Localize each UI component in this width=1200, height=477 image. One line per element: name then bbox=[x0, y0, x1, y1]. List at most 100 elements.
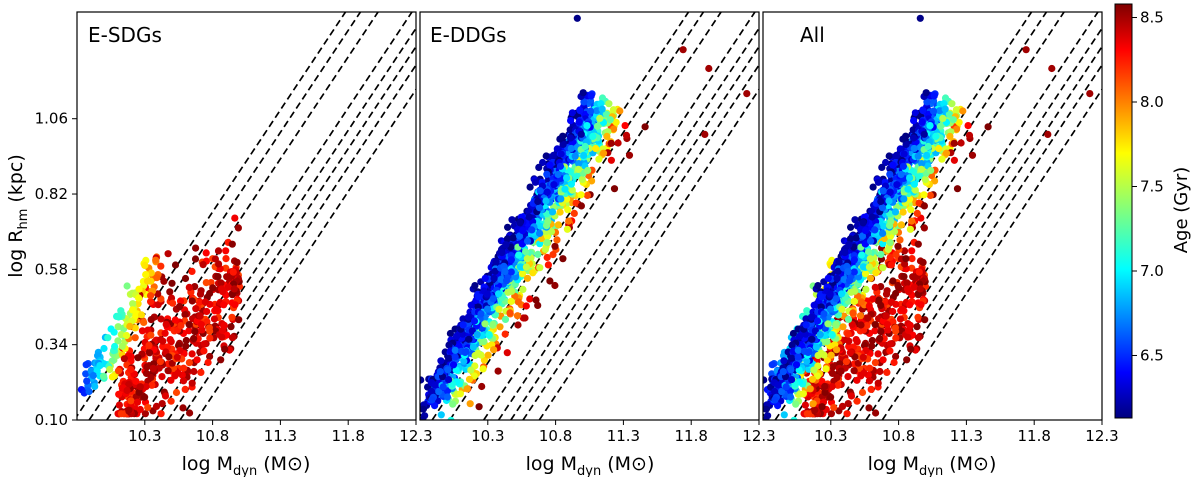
data-point bbox=[856, 312, 865, 320]
data-point bbox=[846, 349, 854, 357]
data-point bbox=[852, 234, 860, 242]
data-point bbox=[865, 377, 874, 385]
data-point bbox=[930, 92, 938, 100]
data-point bbox=[148, 381, 156, 389]
data-point bbox=[495, 305, 503, 313]
panel-all: All 10.3 10.8 11.3 11.8 12.3 log Mdyn (M⊙) bbox=[762, 11, 1119, 477]
data-point bbox=[897, 221, 906, 229]
data-point bbox=[177, 322, 185, 330]
data-point bbox=[108, 373, 116, 381]
data-point bbox=[575, 118, 583, 126]
data-point bbox=[140, 318, 148, 326]
data-point bbox=[830, 403, 838, 412]
data-point bbox=[794, 353, 802, 361]
data-point bbox=[792, 361, 801, 369]
data-point bbox=[894, 242, 902, 250]
x-tick-label: 11.3 bbox=[607, 427, 640, 445]
data-point bbox=[117, 410, 125, 418]
data-point bbox=[489, 295, 497, 303]
data-point bbox=[887, 217, 895, 225]
panel-e-ddgs: E-DDGs 10.3 10.8 11.3 11.8 12.3 log Mdyn (M⊙) bbox=[419, 11, 776, 477]
dashed-line-7 bbox=[538, 87, 759, 420]
data-point bbox=[899, 135, 907, 143]
data-point bbox=[883, 321, 892, 329]
data-point bbox=[877, 283, 885, 291]
data-point bbox=[165, 353, 173, 361]
data-point bbox=[431, 381, 439, 389]
data-point bbox=[795, 366, 803, 374]
data-point bbox=[882, 312, 890, 320]
data-point bbox=[145, 341, 153, 349]
data-point bbox=[845, 241, 853, 249]
data-point bbox=[439, 383, 447, 391]
data-point bbox=[452, 366, 460, 374]
dashed-line-3 bbox=[483, 12, 756, 420]
data-point bbox=[147, 316, 155, 324]
data-point bbox=[908, 247, 916, 255]
data-point bbox=[475, 403, 483, 411]
data-point bbox=[543, 239, 551, 247]
data-point bbox=[535, 163, 543, 171]
y-axis-ticks: 0.10 0.34 0.58 0.82 1.06 bbox=[35, 110, 77, 429]
data-point bbox=[609, 106, 618, 114]
data-point bbox=[834, 267, 842, 275]
data-point bbox=[114, 367, 123, 375]
data-point bbox=[132, 377, 140, 385]
data-point bbox=[911, 109, 920, 117]
data-point bbox=[896, 236, 904, 244]
data-point bbox=[894, 281, 902, 290]
data-point bbox=[902, 140, 910, 148]
data-point bbox=[85, 387, 93, 396]
data-point bbox=[866, 274, 875, 282]
data-point bbox=[913, 323, 921, 331]
data-point bbox=[192, 244, 200, 252]
data-point bbox=[914, 334, 923, 342]
data-point bbox=[847, 392, 856, 400]
data-point bbox=[936, 122, 945, 130]
data-point bbox=[197, 368, 205, 376]
data-point bbox=[859, 263, 868, 271]
data-point bbox=[200, 347, 208, 355]
data-point bbox=[191, 328, 199, 336]
data-point bbox=[196, 298, 204, 306]
data-point bbox=[787, 366, 795, 374]
data-point bbox=[465, 335, 473, 343]
data-point bbox=[514, 298, 523, 306]
x-tick-label: 10.3 bbox=[128, 427, 161, 445]
data-point bbox=[158, 373, 166, 381]
data-point bbox=[133, 398, 142, 406]
data-point bbox=[957, 139, 965, 147]
data-point bbox=[228, 313, 236, 321]
data-point bbox=[889, 277, 897, 285]
data-point bbox=[498, 249, 506, 257]
data-point bbox=[83, 377, 91, 385]
data-point bbox=[437, 357, 445, 365]
data-point bbox=[832, 295, 840, 303]
data-point bbox=[780, 411, 788, 419]
data-point bbox=[1086, 90, 1094, 98]
data-point bbox=[885, 152, 893, 160]
data-point bbox=[120, 355, 128, 363]
data-point bbox=[844, 330, 852, 338]
data-point bbox=[431, 402, 439, 410]
data-point bbox=[469, 343, 477, 351]
data-point bbox=[474, 349, 482, 357]
data-point bbox=[557, 150, 565, 158]
data-point bbox=[915, 199, 923, 207]
dashed-line-5 bbox=[853, 45, 1102, 420]
data-point bbox=[181, 385, 189, 393]
data-point bbox=[938, 155, 946, 163]
data-point bbox=[137, 311, 146, 319]
data-point bbox=[192, 305, 200, 313]
data-point bbox=[903, 279, 911, 287]
data-point bbox=[466, 400, 474, 408]
data-point bbox=[522, 302, 530, 310]
data-point bbox=[778, 388, 786, 396]
data-point bbox=[125, 380, 133, 389]
data-point bbox=[144, 403, 152, 412]
data-point bbox=[917, 165, 925, 173]
data-point bbox=[553, 145, 561, 153]
data-point bbox=[877, 301, 885, 309]
data-point bbox=[451, 353, 459, 361]
data-point bbox=[535, 204, 544, 212]
